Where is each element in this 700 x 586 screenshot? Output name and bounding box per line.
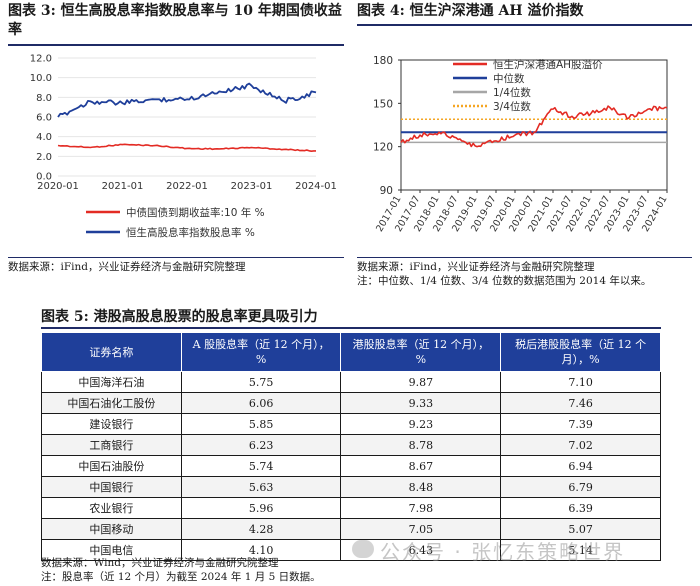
cell-a-yield: 4.28 bbox=[180, 518, 342, 540]
cell-hk-yield: 6.43 bbox=[340, 539, 502, 561]
series-line-1 bbox=[57, 143, 317, 152]
x-tick-label: 2021-01 bbox=[102, 181, 144, 192]
cell-hk-yield: 9.87 bbox=[340, 371, 502, 393]
col-header-name: 证券名称 bbox=[41, 332, 182, 372]
cell-name: 工商银行 bbox=[41, 434, 182, 456]
cell-a-yield: 5.85 bbox=[180, 413, 342, 435]
cell-a-yield: 5.96 bbox=[180, 497, 342, 519]
series-line-1 bbox=[400, 105, 668, 148]
cell-hk-after-tax-yield: 5.14 bbox=[500, 539, 661, 561]
fig4-title: 图表 4: 恒生沪深港通 AH 溢价指数 bbox=[357, 3, 584, 19]
cell-name: 中国银行 bbox=[41, 476, 182, 498]
fig4-chart: 901201501802017-012017-072018-012018-072… bbox=[373, 55, 670, 234]
y-tick-label: 12.0 bbox=[30, 54, 52, 65]
cell-name: 农业银行 bbox=[41, 497, 182, 519]
fig4-title-rule bbox=[357, 24, 692, 26]
fig4-source: 数据来源：iFind，兴业证券经济与金融研究院整理 bbox=[357, 261, 595, 273]
y-tick-label: 4.0 bbox=[36, 132, 52, 143]
cell-name: 建设银行 bbox=[41, 413, 182, 435]
y-tick-label: 150 bbox=[373, 98, 393, 110]
legend-label-3: 1/4位数 bbox=[493, 86, 531, 99]
table-row: 工商银行 6.23 8.78 7.02 bbox=[41, 434, 661, 456]
fig4-bottom-rule bbox=[357, 257, 692, 258]
table-row: 中国银行 5.63 8.48 6.79 bbox=[41, 476, 661, 498]
plot-frame bbox=[400, 59, 668, 191]
legend-label-2: 中位数 bbox=[493, 72, 525, 85]
cell-a-yield: 5.63 bbox=[180, 476, 342, 498]
cell-a-yield: 5.74 bbox=[180, 455, 342, 477]
y-tick-label: 2.0 bbox=[36, 152, 52, 163]
table-row: 中国石油化工股份 6.06 9.33 7.46 bbox=[41, 392, 661, 414]
series-line-2 bbox=[57, 82, 317, 118]
x-tick-label: 2023-01 bbox=[231, 181, 273, 192]
y-tick-label: 0.0 bbox=[36, 172, 52, 183]
x-tick-label: 2020-01 bbox=[37, 181, 79, 192]
cell-a-yield: 6.23 bbox=[180, 434, 342, 456]
watermark-text: 公众号 · 张忆东策略世界 bbox=[380, 540, 626, 564]
cell-hk-after-tax-yield: 7.02 bbox=[500, 434, 661, 456]
x-tick-label: 2022-01 bbox=[166, 181, 208, 192]
fig5-source: 数据来源：Wind，兴业证券经济与金融研究院整理 bbox=[41, 557, 279, 569]
cell-hk-after-tax-yield: 5.07 bbox=[500, 518, 661, 540]
cell-a-yield: 5.75 bbox=[180, 371, 342, 393]
cell-a-yield: 6.06 bbox=[180, 392, 342, 414]
fig3-title: 图表 3: 恒生高股息率指数股息率与 10 年期国债收益率 bbox=[8, 3, 342, 38]
watermark-logo-icon bbox=[352, 540, 374, 558]
table-row: 中国海洋石油 5.75 9.87 7.10 bbox=[41, 371, 661, 393]
table-header-row: 证券名称 A 股股息率（近 12 个月），% 港股股息率（近 12 个月），% … bbox=[41, 332, 661, 372]
fig3-title-rule bbox=[8, 44, 344, 46]
cell-hk-yield: 9.33 bbox=[340, 392, 502, 414]
fig5-title-rule bbox=[41, 327, 661, 329]
y-tick-label: 90 bbox=[380, 185, 393, 197]
col-header-hk-after-tax-yield: 税后港股股息率（近 12 个月），% bbox=[500, 332, 661, 372]
cell-hk-after-tax-yield: 6.39 bbox=[500, 497, 661, 519]
y-tick-label: 8.0 bbox=[36, 93, 52, 104]
col-header-hk-yield: 港股股息率（近 12 个月），% bbox=[340, 332, 502, 372]
fig3-chart: 0.0 2.0 4.0 6.0 8.0 10.0 12.0 2020-01 2021-01 202… bbox=[30, 54, 337, 240]
table-row: 建设银行 5.85 9.23 7.39 bbox=[41, 413, 661, 435]
col-header-a-share-yield: A 股股息率（近 12 个月），% bbox=[180, 332, 342, 372]
y-tick-label: 120 bbox=[373, 142, 393, 154]
cell-name: 中国海洋石油 bbox=[41, 371, 182, 393]
cell-hk-yield: 8.67 bbox=[340, 455, 502, 477]
fig3-source: 数据来源：iFind，兴业证券经济与金融研究院整理 bbox=[8, 261, 246, 273]
y-tick-label: 180 bbox=[373, 55, 393, 67]
table-row: 中国石油股份 5.74 8.67 6.94 bbox=[41, 455, 661, 477]
fig5-table: 证券名称 A 股股息率（近 12 个月），% 港股股息率（近 12 个月），% … bbox=[41, 332, 661, 561]
legend-label-4: 3/4位数 bbox=[493, 100, 531, 113]
cell-hk-yield: 8.48 bbox=[340, 476, 502, 498]
fig5-title: 图表 5: 港股高股息股票的股息率更具吸引力 bbox=[41, 309, 318, 325]
table-row: 中国移动 4.28 7.05 5.07 bbox=[41, 518, 661, 540]
cell-hk-after-tax-yield: 6.79 bbox=[500, 476, 661, 498]
cell-name: 中国电信 bbox=[41, 539, 182, 561]
fig5-note: 注：股息率（近 12 个月）为截至 2024 年 1 月 5 日数据。 bbox=[41, 571, 321, 583]
fig4-note: 注：中位数、1/4 位数、3/4 位数的数据范围为 2014 年以来。 bbox=[357, 275, 652, 287]
x-tick-label: 2024-01 bbox=[295, 181, 337, 192]
cell-name: 中国移动 bbox=[41, 518, 182, 540]
y-tick-label: 6.0 bbox=[36, 113, 52, 124]
cell-hk-yield: 9.23 bbox=[340, 413, 502, 435]
legend-label-1: 中债国债到期收益率:10 年 % bbox=[126, 206, 265, 219]
cell-name: 中国石油化工股份 bbox=[41, 392, 182, 414]
cell-hk-yield: 7.98 bbox=[340, 497, 502, 519]
legend-label-1: 恒生沪深港通AH股溢价 bbox=[493, 58, 603, 71]
cell-hk-after-tax-yield: 6.94 bbox=[500, 455, 661, 477]
y-tick-label: 10.0 bbox=[30, 73, 52, 84]
legend-label-2: 恒生高股息率指数股息率 % bbox=[126, 226, 255, 239]
cell-hk-after-tax-yield: 7.10 bbox=[500, 371, 661, 393]
cell-name: 中国石油股份 bbox=[41, 455, 182, 477]
cell-hk-after-tax-yield: 7.46 bbox=[500, 392, 661, 414]
table-row: 农业银行 5.96 7.98 6.39 bbox=[41, 497, 661, 519]
fig3-bottom-rule bbox=[8, 257, 344, 258]
cell-hk-after-tax-yield: 7.39 bbox=[500, 413, 661, 435]
cell-hk-yield: 8.78 bbox=[340, 434, 502, 456]
table-row: 中国电信 4.10 6.43 5.14 bbox=[41, 539, 661, 561]
